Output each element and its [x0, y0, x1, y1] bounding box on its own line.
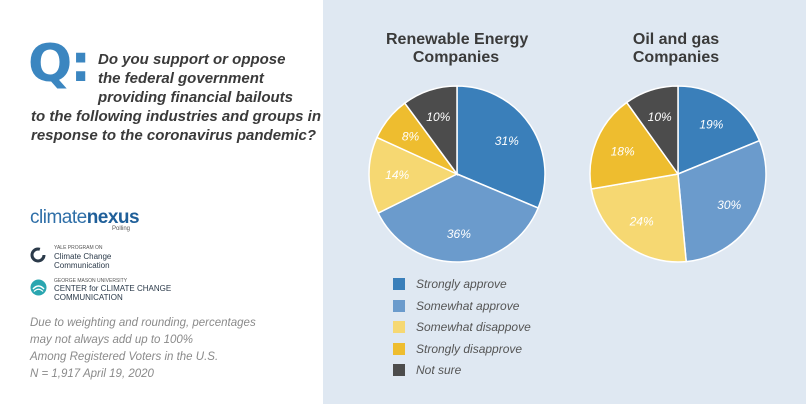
footnote-line: N = 1,917 April 19, 2020: [30, 368, 154, 380]
chart-title-line: Oil and gas: [632, 31, 720, 48]
legend-swatch: [393, 321, 405, 333]
data-label-somewhat-approve: 36%: [447, 227, 471, 241]
question-line: providing financial bailouts: [98, 89, 294, 106]
question-label: Q:: [28, 34, 91, 94]
question-line: to the following industries and groups i…: [31, 108, 321, 125]
legend-label: Not sure: [416, 363, 462, 377]
legend-label: Strongly approve: [416, 277, 507, 291]
legend-swatch: [393, 278, 405, 290]
climatenexus-logo: climatenexus: [30, 207, 140, 229]
chart-title-line: Companies: [412, 49, 500, 66]
logo-text-climate: climate: [30, 207, 87, 228]
data-label-somewhat-disapprove: 24%: [629, 215, 654, 229]
yale-name-line: Communication: [54, 261, 110, 270]
pie-slice-not-sure: [403, 85, 458, 177]
pie-slice-not-sure: [625, 85, 679, 177]
chart-title-renewable: Renewable Energy Companies: [386, 31, 529, 67]
data-label-not-sure: 10%: [426, 110, 450, 124]
yale-small-text: YALE PROGRAM ON: [54, 245, 103, 251]
gmu-logo-icon: [30, 279, 47, 296]
gmu-name-line: COMMUNICATION: [54, 293, 123, 302]
yale-name-line: Climate Change: [54, 252, 112, 261]
data-label-not-sure: 10%: [648, 110, 672, 124]
pie-slice-strongly-disapprove: [589, 101, 680, 190]
legend-swatch: [393, 300, 405, 312]
yale-logo-icon: [30, 247, 46, 263]
legend-swatch: [393, 343, 405, 355]
pie-slice-somewhat-approve: [377, 173, 540, 263]
question-line: Do you support or oppose: [98, 51, 286, 68]
chart-title-line: Renewable Energy: [386, 31, 529, 48]
pie-slice-somewhat-approve: [677, 139, 767, 263]
logo-text-nexus: nexus: [86, 207, 140, 228]
data-label-strongly-disapprove: 8%: [402, 129, 420, 143]
left-panel: Q: Do you support or oppose the federal …: [0, 0, 323, 404]
pie-slice-strongly-approve: [677, 85, 761, 176]
footnote-line: Among Registered Voters in the U.S.: [30, 351, 219, 363]
legend-swatch: [393, 364, 405, 376]
gmu-name-line: CENTER for CLIMATE CHANGE: [54, 284, 172, 293]
legend-label: Somewhat approve: [416, 299, 520, 313]
chart-title-oil-gas: Oil and gas Companies: [606, 31, 746, 67]
pie-slice-strongly-approve: [456, 85, 546, 209]
question-line: response to the coronavirus pandemic?: [31, 127, 317, 144]
pie-slice-somewhat-disapprove: [368, 136, 459, 215]
data-label-somewhat-disapprove: 14%: [385, 168, 409, 182]
data-label-somewhat-approve: 30%: [717, 198, 741, 212]
legend-label: Strongly disapprove: [416, 342, 523, 356]
pie-slice-somewhat-disapprove: [590, 173, 688, 263]
footnote-line: Due to weighting and rounding, percentag…: [30, 317, 256, 329]
data-label-strongly-approve: 19%: [699, 117, 723, 131]
logo-subtext: Polling: [112, 226, 131, 232]
chart-title-line: Companies: [632, 49, 720, 66]
data-label-strongly-approve: 31%: [495, 134, 519, 148]
legend-label: Somewhat disappove: [416, 320, 531, 334]
gmu-small-text: GEORGE MASON UNIVERSITY: [54, 278, 128, 284]
footnote-line: may not always add up to 100%: [30, 334, 194, 346]
question-line: the federal government: [98, 70, 264, 87]
data-label-strongly-disapprove: 18%: [611, 144, 635, 158]
